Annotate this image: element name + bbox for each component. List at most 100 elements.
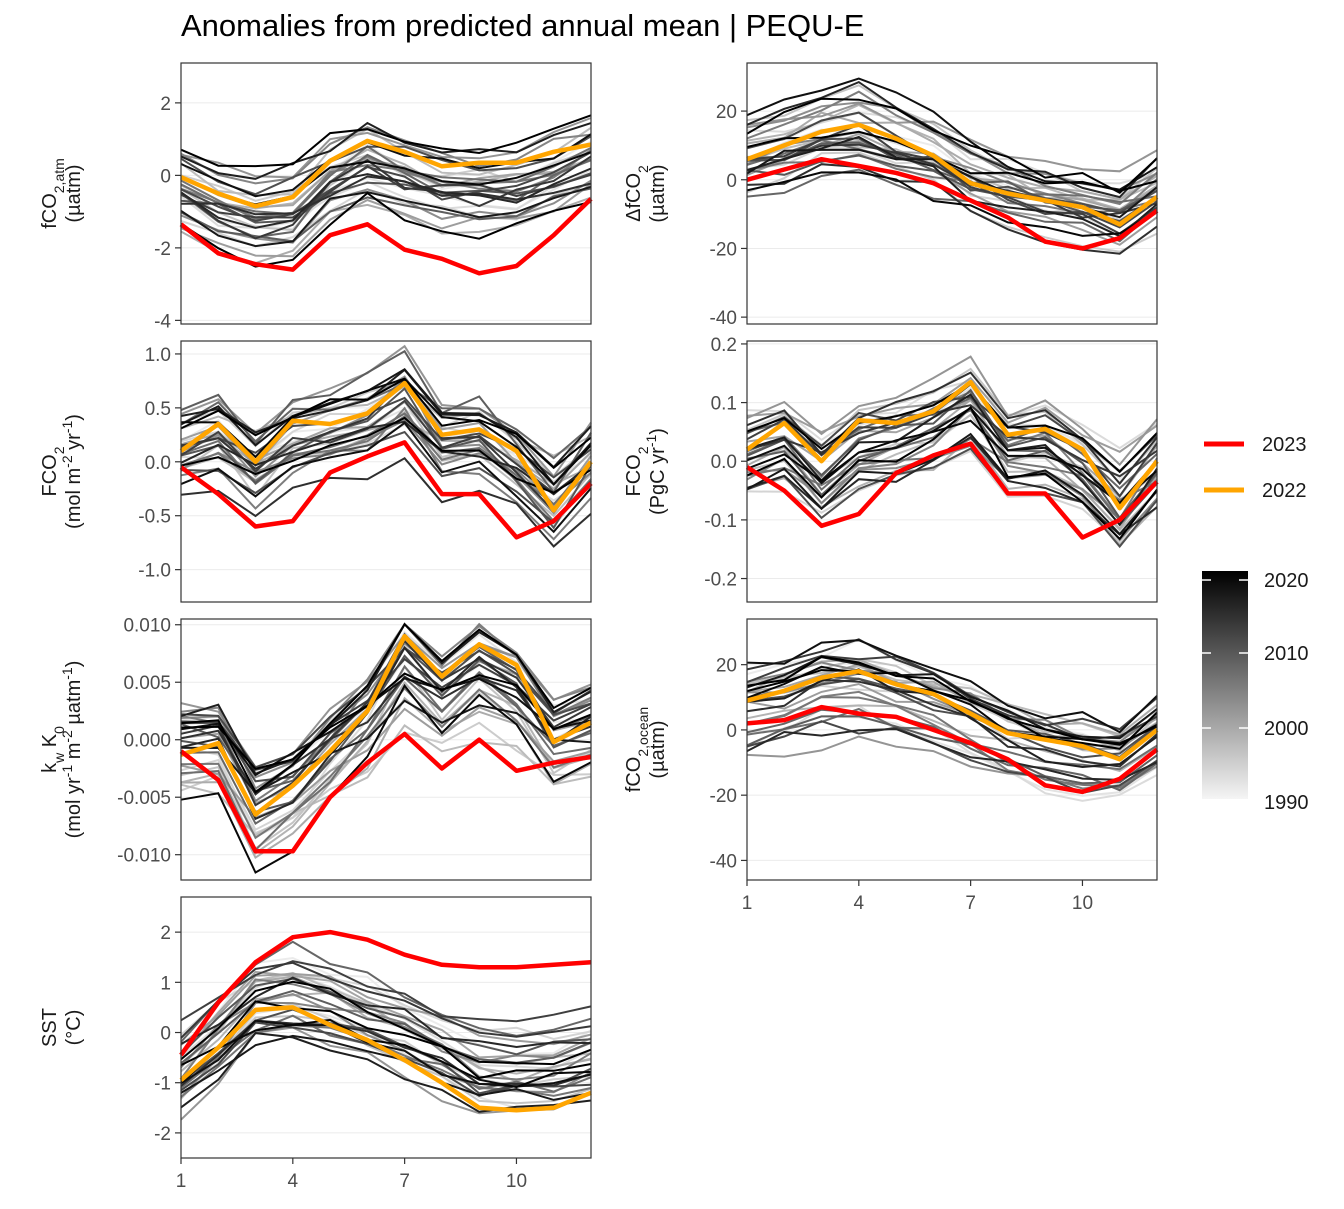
colorbar-label: 1990	[1264, 792, 1309, 814]
label-subscript: 2	[635, 446, 651, 454]
year-line-2006	[180, 145, 592, 216]
y-tick-label: 0.2	[711, 335, 737, 356]
year-line-2020	[180, 377, 592, 470]
year-line-2004	[746, 90, 1158, 206]
year-line-2008	[746, 715, 1158, 785]
series-line-2022	[180, 633, 593, 817]
year-line-2013	[746, 143, 1158, 219]
y-tick-label: -2	[154, 239, 171, 260]
y-axis-label-main: fCO2,atm	[39, 158, 67, 229]
label-text: (mol yr	[63, 777, 85, 838]
panel-border	[180, 62, 592, 325]
year-line-2015	[180, 976, 592, 1049]
series-line-2022	[179, 1005, 592, 1113]
year-line-2020	[180, 980, 592, 1066]
background-year-lines	[746, 638, 1158, 802]
y-tick-label: -0.2	[704, 570, 737, 591]
year-line-2019	[180, 377, 592, 486]
label-superscript: -1	[59, 765, 75, 778]
y-tick-label: -40	[710, 851, 737, 872]
year-line-2003	[180, 622, 592, 790]
year-line-2021	[180, 1000, 592, 1080]
colorbar-label: 2010	[1264, 643, 1309, 665]
label-superscript: -2	[59, 455, 75, 468]
y-tick-label: -20	[710, 239, 737, 260]
series-line-2023	[746, 156, 1159, 251]
year-line-2014	[746, 163, 1158, 255]
year-line-2005	[180, 686, 592, 840]
y-axis-label-main: FCO2	[39, 446, 67, 496]
y-tick-label: 0.000	[123, 731, 171, 752]
y-tick-label: 2	[160, 923, 171, 944]
label-superscript: -1	[59, 421, 75, 434]
panel-border	[180, 340, 592, 603]
series-line-2022	[745, 379, 1159, 511]
panel-border	[746, 62, 1158, 325]
year-line-1992	[180, 972, 592, 1070]
x-tick-label: 10	[1072, 893, 1093, 914]
background-year-lines	[746, 77, 1158, 255]
label-text: (PgC yr	[647, 447, 669, 515]
year-line-2019	[746, 171, 1158, 237]
y-tick-label: 0	[160, 1024, 171, 1045]
y-tick-label: 0.0	[711, 452, 737, 473]
label-text: (µatm)	[647, 720, 669, 778]
label-subscript: 0	[51, 726, 67, 734]
panel-border	[746, 340, 1158, 603]
y-axis-label-unit: (mol m-2 yr-1)	[59, 414, 85, 529]
y-tick-label: 1	[160, 973, 171, 994]
year-line-2019	[746, 419, 1158, 505]
year-line-2012	[180, 960, 592, 1023]
colorbar-label: 2020	[1264, 570, 1309, 592]
y-tick-label: -0.005	[117, 788, 171, 809]
series-line-2023	[746, 704, 1159, 795]
y-tick-label: -40	[710, 308, 737, 329]
y-axis-label: fCO2,atm(µatm)	[39, 158, 85, 229]
y-axis-label-main: kw K0	[39, 726, 67, 773]
y-tick-label: 0	[726, 721, 737, 742]
year-line-2021	[180, 416, 592, 494]
year-line-2021	[746, 405, 1158, 541]
year-line-2001	[746, 355, 1158, 467]
label-superscript: -2	[59, 730, 75, 743]
label-text: (°C)	[63, 1010, 85, 1046]
year-line-2014	[180, 457, 592, 548]
year-line-2021	[180, 114, 592, 168]
year-line-2007	[746, 168, 1158, 243]
label-text: µatm	[63, 680, 85, 730]
panel-border	[180, 618, 592, 881]
label-text: (µatm)	[647, 164, 669, 222]
y-axis-label-main: SST	[39, 1008, 61, 1047]
panel-border	[180, 896, 592, 1159]
series-line-2023	[179, 440, 593, 540]
panel-4: 0.2 0.1 0.0 -0.1 -0.2 FCO2(PgC yr-1)	[623, 335, 1159, 603]
year-line-2017	[746, 432, 1158, 536]
year-line-2012	[746, 654, 1158, 731]
year-line-1992	[180, 172, 592, 230]
year-line-2013	[180, 961, 592, 1039]
year-line-2015	[180, 167, 592, 229]
label-text: k	[39, 762, 61, 773]
legend: 2023 2022 2020 2010 2000 1990	[1202, 434, 1309, 814]
x-tick-label: 1	[742, 893, 753, 914]
year-line-2007	[180, 673, 592, 826]
label-text: fCO	[39, 193, 61, 229]
y-axis-label-unit: (PgC yr-1)	[643, 428, 669, 515]
y-tick-label: 0.0	[145, 453, 171, 474]
label-text: SST	[39, 1008, 61, 1047]
label-text: )	[63, 661, 85, 668]
colorbar	[1202, 571, 1248, 799]
label-text: m	[63, 743, 85, 765]
y-tick-label: -1	[154, 1074, 171, 1095]
year-line-1993	[746, 449, 1158, 544]
label-text: yr	[63, 433, 85, 456]
x-tick-label: 7	[399, 1171, 410, 1192]
y-tick-label: -20	[710, 786, 737, 807]
series-line-2023	[179, 731, 592, 854]
year-line-2017	[180, 185, 592, 248]
year-line-1995	[180, 1014, 592, 1105]
y-axis-label: FCO2(PgC yr-1)	[623, 428, 669, 515]
